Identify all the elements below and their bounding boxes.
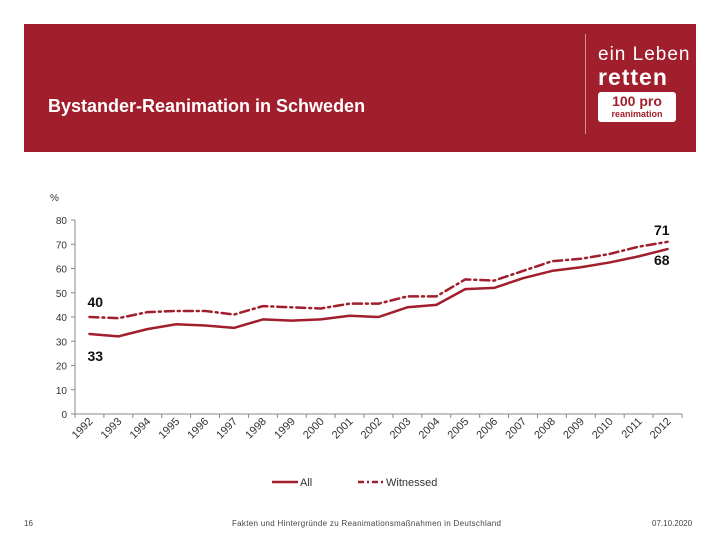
data-label: 33	[87, 348, 103, 364]
y-tick-label: 40	[56, 313, 68, 324]
x-tick-label: 1998	[243, 416, 269, 442]
x-tick-label: 2004	[417, 416, 443, 442]
logo-badge: 100 pro reanimation	[598, 92, 676, 122]
y-tick-label: 30	[56, 337, 68, 348]
logo-line1: ein Leben	[598, 44, 691, 65]
x-tick-label: 1994	[128, 416, 154, 442]
y-tick-label: 60	[56, 265, 68, 276]
logo-badge-bottom: reanimation	[611, 109, 663, 119]
y-tick-label: 50	[56, 289, 68, 300]
x-tick-label: 2008	[532, 416, 558, 442]
x-tick-label: 1999	[272, 416, 298, 442]
footer-text: Fakten und Hintergründe zu Reanimationsm…	[232, 519, 502, 528]
y-tick-label: 10	[56, 386, 68, 397]
series-line-all	[88, 247, 669, 338]
series-line-witnessed	[88, 240, 669, 320]
logo: ein Leben retten 100 pro reanimation	[596, 42, 689, 132]
x-tick-label: 2005	[446, 416, 472, 442]
data-label: 40	[87, 294, 103, 310]
x-tick-label: 2012	[648, 416, 674, 442]
y-tick-label: 70	[56, 240, 68, 251]
x-tick-label: 1997	[214, 416, 240, 442]
y-tick-label: 20	[56, 362, 68, 373]
x-tick-label: 1992	[70, 416, 96, 442]
logo-badge-top: 100 pro	[612, 93, 662, 109]
x-tick-label: 2007	[503, 416, 529, 442]
footer-date: 07.10.2020	[652, 519, 693, 528]
x-tick-label: 2000	[301, 416, 327, 442]
x-tick-label: 2011	[620, 416, 645, 441]
x-tick-label: 1996	[185, 416, 211, 442]
legend-label-witnessed: Witnessed	[386, 477, 437, 489]
logo-line2: retten	[598, 64, 668, 90]
x-tick-label: 2006	[474, 416, 500, 442]
x-tick-label: 1995	[156, 416, 182, 442]
title-band	[24, 24, 696, 152]
x-tick-label: 2010	[590, 416, 616, 442]
x-tick-label: 2001	[330, 416, 356, 442]
y-tick-label: 0	[61, 410, 67, 421]
title-band-divider	[585, 34, 586, 134]
data-label: 71	[654, 222, 670, 238]
legend-label-all: All	[300, 477, 312, 489]
x-tick-label: 1993	[99, 416, 125, 442]
x-tick-label: 2009	[561, 416, 587, 442]
data-label: 68	[654, 252, 670, 268]
x-tick-label: 2002	[359, 416, 385, 442]
page-number: 16	[24, 519, 33, 528]
y-axis-label: %	[50, 193, 59, 204]
slide-title: Bystander-Reanimation in Schweden	[48, 96, 366, 116]
y-tick-label: 80	[56, 216, 68, 227]
x-tick-label: 2003	[388, 416, 414, 442]
